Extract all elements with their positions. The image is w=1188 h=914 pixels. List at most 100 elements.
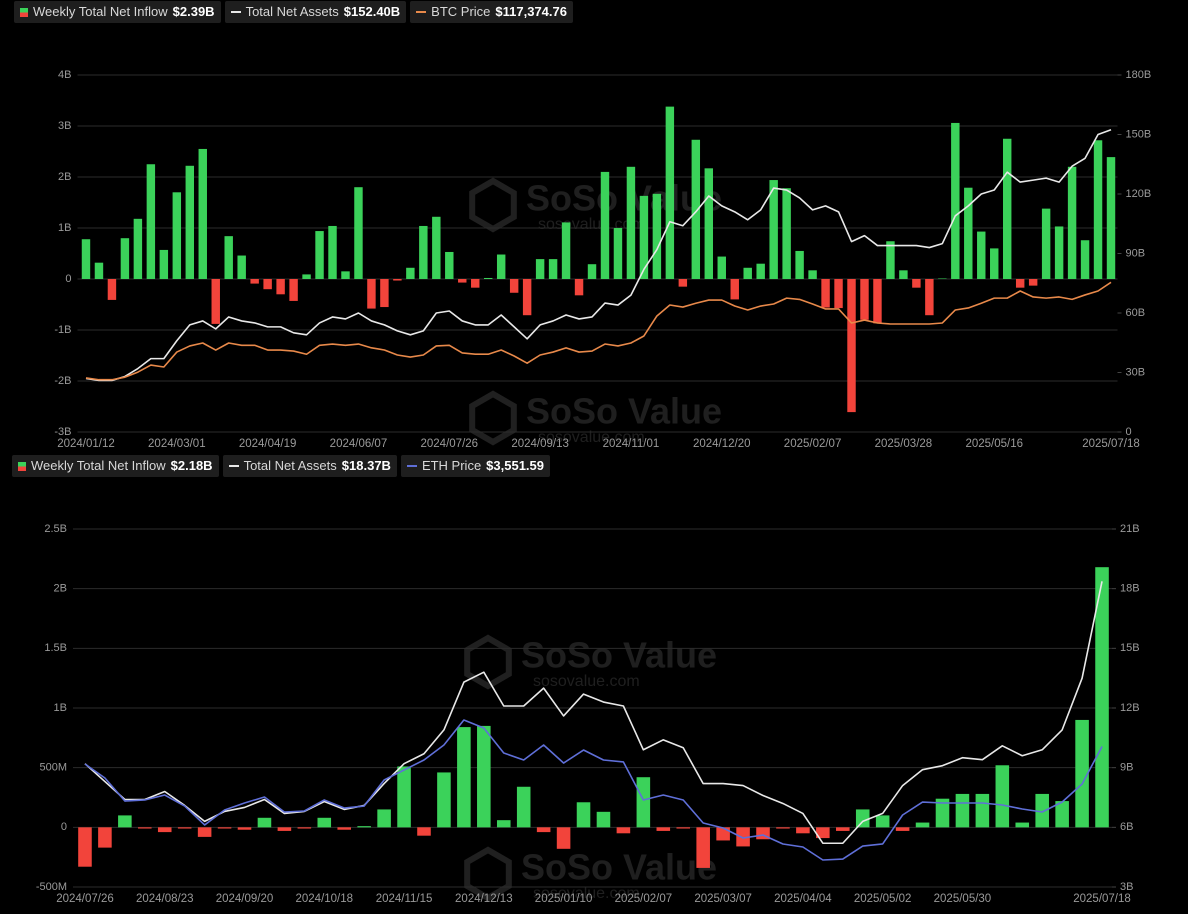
- bar: [1015, 822, 1030, 828]
- y-tick-label: -3B: [54, 426, 71, 438]
- bar: [912, 279, 921, 288]
- bar: [496, 820, 511, 828]
- y-tick-label: 500M: [39, 762, 67, 774]
- bar: [198, 148, 207, 279]
- bar: [197, 827, 212, 837]
- x-tick-label: 2025/05/02: [854, 893, 912, 905]
- bar: [899, 270, 908, 279]
- bar: [1095, 567, 1109, 828]
- bar: [393, 279, 402, 281]
- legend-value: $2.39B: [172, 4, 215, 19]
- bar: [157, 827, 172, 833]
- bar: [796, 827, 810, 834]
- y2-tick-label: 180B: [1126, 69, 1152, 81]
- bar: [935, 798, 950, 828]
- bar: [964, 187, 973, 279]
- bar: [691, 139, 701, 279]
- bar: [81, 239, 91, 279]
- bar: [704, 168, 714, 279]
- x-tick-label: 2024/12/13: [455, 893, 513, 905]
- bar: [328, 225, 337, 279]
- bar: [138, 827, 152, 829]
- bar: [873, 279, 882, 324]
- y-tick-label: 2B: [54, 583, 67, 595]
- bar: [696, 827, 710, 868]
- bar: [636, 777, 651, 828]
- bar: [277, 827, 292, 831]
- bar: [769, 180, 778, 279]
- bar: [776, 827, 790, 829]
- bar: [237, 255, 246, 279]
- y2-tick-label: 90B: [1126, 247, 1146, 259]
- bar: [302, 274, 311, 279]
- legend-name: BTC Price: [431, 4, 491, 19]
- bar: [297, 827, 312, 829]
- watermark-site: sosovalue.com: [533, 885, 640, 902]
- legend-value: $152.40B: [343, 4, 401, 19]
- bar: [172, 192, 182, 279]
- bar: [574, 279, 584, 296]
- bar: [257, 817, 272, 828]
- x-tick-label: 2024/08/23: [136, 893, 194, 905]
- watermark-logo: [464, 846, 512, 902]
- legend-item: Total Net Assets $18.37B: [222, 455, 397, 477]
- x-tick-label: 2024/11/15: [376, 893, 433, 905]
- y2-tick-label: 0: [1126, 426, 1132, 438]
- bar: [652, 193, 662, 279]
- bar: [915, 822, 930, 828]
- bar: [1035, 793, 1049, 828]
- y2-tick-label: 120B: [1126, 188, 1152, 200]
- line: [84, 719, 1103, 861]
- bar: [522, 279, 532, 316]
- watermark-brand: SoSo Value: [521, 635, 717, 676]
- y-tick-label: -1B: [54, 324, 71, 336]
- bar: [289, 279, 298, 301]
- y-tick-label: 0: [65, 273, 71, 285]
- bar: [177, 827, 192, 829]
- x-tick-label: 2025/04/04: [774, 893, 832, 905]
- legend-swatch: [18, 461, 26, 471]
- bar: [437, 772, 451, 828]
- bar: [730, 279, 739, 300]
- y2-tick-label: 150B: [1126, 128, 1152, 140]
- y2-tick-label: 3B: [1120, 881, 1133, 893]
- bar: [835, 827, 850, 831]
- y-tick-label: -2B: [54, 375, 71, 387]
- bar: [613, 228, 623, 279]
- bar: [98, 827, 112, 848]
- y2-tick-label: 9B: [1120, 762, 1133, 774]
- bar: [756, 827, 770, 840]
- bar: [406, 267, 415, 279]
- legend-value: $18.37B: [341, 458, 391, 473]
- bar: [94, 262, 104, 279]
- bar: [756, 263, 765, 279]
- bar: [133, 218, 143, 279]
- y2-tick-label: 30B: [1126, 366, 1146, 378]
- bar: [1067, 166, 1077, 279]
- bar: [535, 259, 545, 279]
- bar: [483, 277, 493, 279]
- bar: [250, 279, 259, 284]
- bar: [337, 827, 352, 830]
- bar: [925, 279, 934, 316]
- bar: [716, 827, 730, 841]
- legend-item: Weekly Total Net Inflow $2.18B: [12, 455, 219, 477]
- watermark-logo: [464, 634, 512, 690]
- bar: [107, 279, 117, 300]
- bar: [471, 279, 480, 288]
- legend: Weekly Total Net Inflow $2.18B Total Net A…: [12, 455, 551, 477]
- legend-name: Total Net Assets: [243, 458, 337, 473]
- bar: [1054, 226, 1064, 279]
- y-tick-label: 3B: [58, 120, 71, 132]
- bar: [795, 250, 804, 279]
- watermark-brand: SoSo Value: [521, 847, 717, 888]
- bar: [717, 256, 726, 279]
- x-tick-label: 2025/02/07: [784, 438, 842, 450]
- bar: [938, 278, 947, 279]
- legend-swatch: [228, 465, 239, 467]
- bar: [656, 827, 671, 831]
- bar: [315, 231, 324, 279]
- bar: [377, 809, 391, 828]
- y-tick-label: 1B: [54, 702, 67, 714]
- legend-item: ETH Price $3,551.59: [400, 455, 551, 477]
